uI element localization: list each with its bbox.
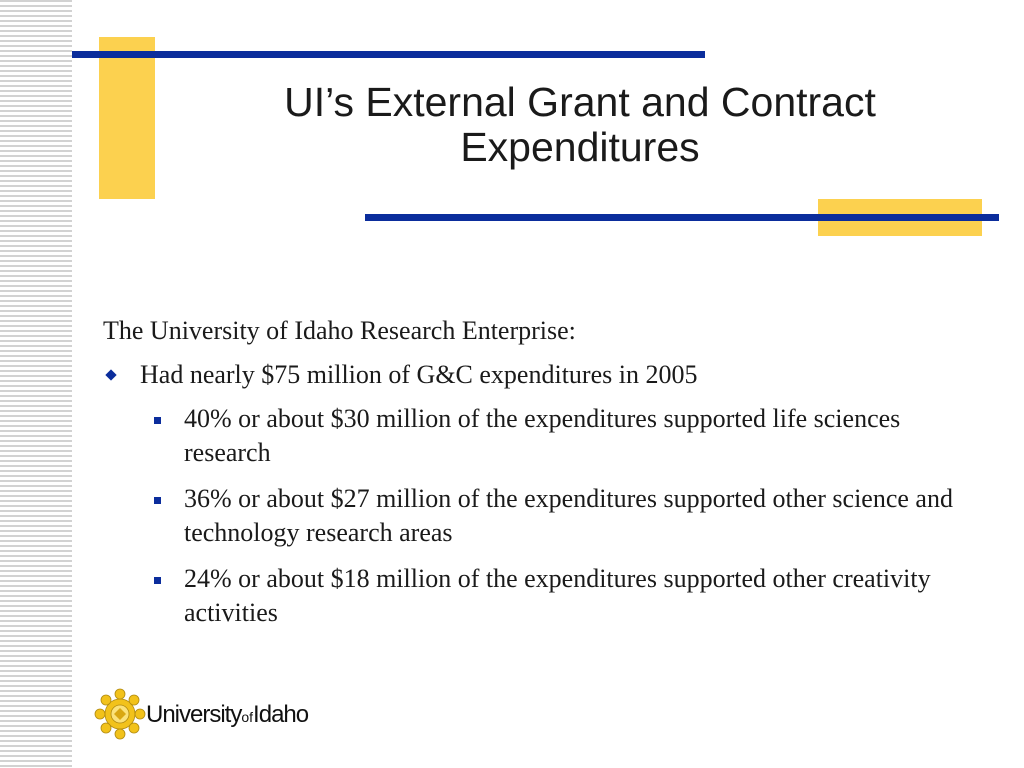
blue-rule-top [72,51,705,58]
bullet-level1-item: Had nearly $75 million of G&C expenditur… [103,358,983,392]
logo-wordmark: UniversityofIdaho [146,701,309,729]
left-stripe-decoration [0,0,72,768]
intro-text: The University of Idaho Research Enterpr… [103,316,576,345]
bullet-level2-item: 24% or about $18 million of the expendit… [154,562,964,630]
university-logo: UniversityofIdaho [94,688,344,744]
gold-accent-block-left [99,37,155,199]
logo-word-idaho: Idaho [253,701,309,728]
slide-title-line-2: Expenditures [460,124,700,170]
logo-word-of: of [241,709,254,725]
slide-title-line-1: UI’s External Grant and Contract [284,79,876,125]
square-bullet-icon [154,497,161,504]
logo-word-university: University [146,701,242,728]
bullet-level2-text: 24% or about $18 million of the expendit… [184,564,931,627]
blue-rule-bottom [365,214,999,221]
square-bullet-icon [154,577,161,584]
bullet-level2-item: 36% or about $27 million of the expendit… [154,482,964,550]
slide-body: The University of Idaho Research Enterpr… [103,314,983,642]
gold-seal-icon [94,688,146,740]
diamond-bullet-icon [105,369,117,381]
bullet-level2-item: 40% or about $30 million of the expendit… [154,402,964,470]
bullet-level2-text: 36% or about $27 million of the expendit… [184,484,953,547]
slide-title: UI’s External Grant and Contract Expendi… [160,80,1000,170]
square-bullet-icon [154,417,161,424]
bullet-level2-text: 40% or about $30 million of the expendit… [184,404,901,467]
bullet-level1-text: Had nearly $75 million of G&C expenditur… [140,360,698,389]
